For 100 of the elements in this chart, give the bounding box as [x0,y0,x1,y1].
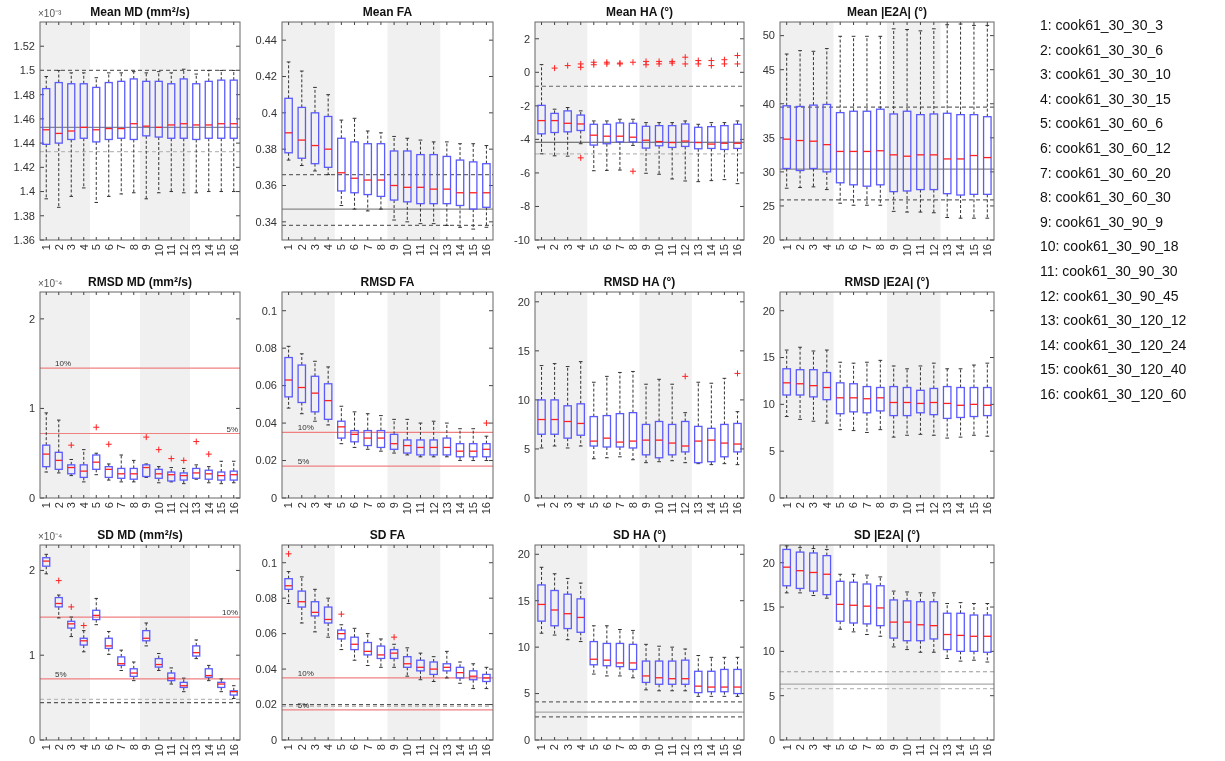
text: ×10⁻⁴ [38,531,63,542]
x-tick-label: 1 [40,744,53,751]
annotation: 5% [226,424,238,434]
x-tick-label: 2 [295,502,308,509]
x-tick-label: 11 [165,502,178,514]
x-tick-label: 1 [780,502,793,509]
y-tick-label: 1.44 [13,136,35,149]
y-tick-label: 0.1 [261,304,277,317]
text: 2: cook61_30_30_6 [1040,41,1164,58]
x-tick-label: 12 [177,244,190,257]
x-tick-label: 2 [52,502,65,509]
x-tick-label: 4 [322,244,335,251]
x-tick-label: 10 [401,744,414,757]
x-tick-label: 10 [900,744,913,757]
text: 9: cook61_30_90_9 [1040,213,1164,230]
y-tick-label: 0 [523,733,530,746]
x-tick-label: 4 [574,244,587,251]
x-tick-label: 2 [52,244,65,251]
x-tick-label: 9 [639,502,652,509]
y-tick-label: 0.04 [255,416,277,429]
y-tick-label: 0.42 [255,70,277,83]
x-tick-label: 10 [152,744,165,757]
x-tick-label: 1 [40,244,53,251]
x-tick-label: 1 [535,502,548,509]
x-tick-label: 13 [440,502,453,515]
x-tick-label: 2 [295,244,308,251]
x-tick-label: 11 [165,744,178,756]
x-tick-label: 2 [548,502,561,509]
x-tick-label: 8 [626,244,639,251]
text: 1: cook61_30_30_3 [1040,17,1164,33]
x-tick-label: 11 [914,502,927,514]
x-tick-label: 12 [177,502,190,515]
x-tick-label: 10 [152,502,165,515]
chart-title: SD FA [369,528,406,542]
y-tick-label: 1.4 [19,185,35,198]
y-tick-label: 15 [762,351,775,364]
x-tick-label: 7 [613,744,626,751]
x-tick-label: 3 [308,244,321,251]
x-tick-label: 5 [587,744,600,751]
x-tick-label: 4 [77,244,90,251]
x-tick-label: 15 [467,244,480,257]
x-tick-label: 6 [102,244,115,251]
x-tick-label: 4 [820,744,833,751]
text: 15: cook61_30_120_40 [1040,361,1187,378]
x-tick-label: 10 [652,744,665,757]
x-tick-label: 5 [90,244,103,251]
text: 8: cook61_30_60_30 [1040,189,1171,206]
x-tick-label: 15 [467,744,480,757]
text: 6: cook61_30_60_12 [1040,140,1171,156]
x-tick-label: 12 [927,244,940,257]
y-tick-label: 20 [762,556,775,569]
chart-title: RMSD HA (°) [603,275,676,289]
x-tick-label: 6 [600,502,613,509]
y-tick-label: 2 [28,564,35,577]
annotation: 10% [221,608,238,618]
y-tick-label: 5 [523,442,530,455]
x-tick-label: 16 [731,502,744,515]
y-tick-label: 1 [28,402,35,415]
x-tick-label: 15 [967,744,980,757]
x-tick-label: 1 [282,244,295,251]
x-tick-label: 2 [793,502,806,509]
x-tick-label: 8 [874,502,887,509]
x-tick-label: 7 [115,502,128,509]
x-tick-label: 14 [453,744,466,757]
y-tick-label: 30 [762,165,775,178]
y-tick-label: 25 [762,199,775,212]
y-tick-label: 10 [762,398,775,411]
x-tick-label: 2 [793,244,806,251]
x-tick-label: 11 [666,744,679,756]
y-tick-label: 1.46 [13,112,35,125]
x-tick-label: 14 [954,244,967,257]
x-tick-label: 16 [981,244,994,257]
x-tick-label: 14 [954,502,967,515]
chart-title: Mean MD (mm²/s) [90,5,190,19]
x-tick-label: 10 [652,502,665,515]
chart-title: SD |E2A| (°) [853,528,921,542]
x-tick-label: 8 [374,502,387,509]
y-tick-label: 0 [768,733,775,746]
y-tick-label: 20 [762,304,775,317]
x-tick-label: 11 [914,744,927,756]
x-tick-label: 13 [692,502,705,515]
x-tick-label: 1 [282,744,295,751]
y-tick-label: 5 [523,687,530,700]
annotation: 10% [55,359,72,369]
x-tick-label: 8 [127,244,140,251]
y-tick-label: 0.08 [255,342,277,355]
x-tick-label: 8 [127,744,140,751]
chart-title: Mean FA [362,5,413,19]
x-tick-label: 5 [587,244,600,251]
x-tick-label: 8 [626,744,639,751]
x-tick-label: 8 [874,744,887,751]
x-tick-label: 5 [90,502,103,509]
x-tick-label: 9 [887,244,900,251]
x-tick-label: 16 [227,744,240,757]
x-tick-label: 13 [941,502,954,515]
x-tick-label: 6 [600,744,613,751]
x-tick-label: 11 [414,744,427,756]
x-tick-label: 14 [705,244,718,257]
x-tick-label: 10 [652,244,665,257]
y-tick-label: 0 [270,733,277,746]
